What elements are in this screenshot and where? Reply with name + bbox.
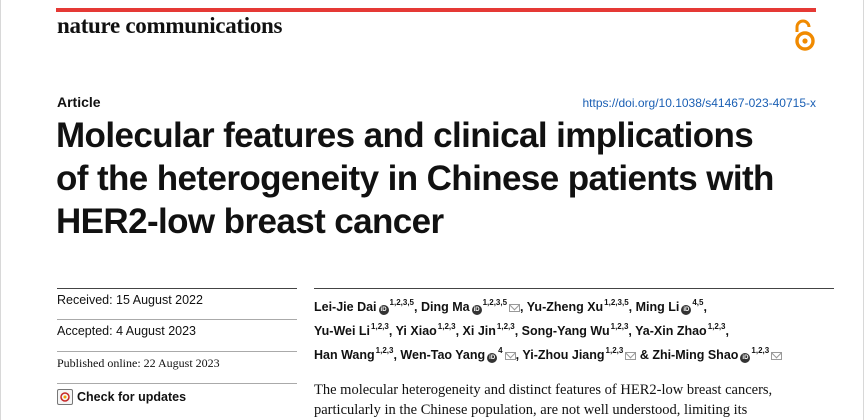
author-name-text: Lei-Jie Dai <box>314 300 377 314</box>
affiliation-superscript: 1,2,3 <box>375 346 394 355</box>
author-name[interactable]: & Zhi-Ming Shao iD1,2,3 <box>639 346 783 363</box>
orcid-icon[interactable]: iD <box>487 353 498 363</box>
article-type-label: Article <box>57 94 101 110</box>
author-name[interactable]: Wen-Tao Yang iD4, <box>400 346 520 363</box>
abstract-line: particularly in the Chinese population, … <box>314 402 748 418</box>
author-name-text: Yi-Zhou Jiang <box>522 348 605 362</box>
affiliation-superscript: 1,2,3 <box>610 322 629 331</box>
author-line: Han Wang1,2,3, Wen-Tao Yang iD4, Yi-Zhou … <box>314 341 834 365</box>
affiliation-superscript: 1,2,3 <box>371 322 389 331</box>
publication-dates: Received: 15 August 2022 Accepted: 4 Aug… <box>57 288 297 405</box>
author-name[interactable]: Lei-Jie Dai iD1,2,3,5, <box>314 298 418 315</box>
journal-accent-bar <box>56 8 816 12</box>
email-icon[interactable] <box>509 304 521 312</box>
affiliation-superscript: 1,2,3 <box>496 322 515 331</box>
author-name-text: Yu-Zheng Xu <box>526 300 604 314</box>
author-line: Yu-Wei Li1,2,3, Yi Xiao1,2,3, Xi Jin1,2,… <box>314 317 834 341</box>
orcid-icon[interactable]: iD <box>681 305 692 315</box>
author-name[interactable]: Yu-Wei Li1,2,3, <box>314 322 393 338</box>
title-line: HER2-low breast cancer <box>56 202 444 241</box>
accepted-date: Accepted: 4 August 2023 <box>57 320 297 352</box>
orcid-icon[interactable]: iD <box>740 353 751 363</box>
author-name-text: Ming Li <box>635 300 680 314</box>
journal-name[interactable]: nature communications <box>57 13 283 38</box>
orcid-icon[interactable]: iD <box>471 305 482 315</box>
author-name-text: Yu-Wei Li <box>314 324 371 338</box>
article-title: Molecular features and clinical implicat… <box>56 114 836 243</box>
author-name-text: Xi Jin <box>462 324 496 338</box>
affiliation-superscript: 1,2,3,5 <box>482 298 508 307</box>
author-name-text: Ding Ma <box>420 300 470 314</box>
affiliation-superscript: 1,2,3,5 <box>389 298 414 307</box>
author-name[interactable]: Ming Li iD4,5, <box>635 298 707 315</box>
email-icon[interactable] <box>504 352 516 360</box>
author-name[interactable]: Yi Xiao1,2,3, <box>395 322 460 338</box>
title-line: Molecular features and clinical implicat… <box>56 116 754 155</box>
author-name-text: Song-Yang Wu <box>521 324 610 338</box>
author-name[interactable]: Xi Jin1,2,3, <box>462 322 519 338</box>
published-date: Published online: 22 August 2023 <box>57 352 297 384</box>
author-name-text: Han Wang <box>314 348 375 362</box>
title-line: of the heterogeneity in Chinese patients… <box>56 159 774 198</box>
email-icon[interactable] <box>625 352 637 360</box>
abstract-line: The molecular heterogeneity and distinct… <box>314 382 773 398</box>
orcid-icon[interactable]: iD <box>378 305 389 315</box>
affiliation-superscript: 4,5 <box>692 298 704 307</box>
affiliation-superscript: 1,2,3 <box>751 346 770 355</box>
author-name-text: Ya-Xin Zhao <box>635 324 707 338</box>
author-name[interactable]: Ya-Xin Zhao1,2,3, <box>635 322 729 338</box>
doi-link[interactable]: https://doi.org/10.1038/s41467-023-40715… <box>582 96 816 110</box>
author-line: Lei-Jie Dai iD1,2,3,5, Ding Ma iD1,2,3,5, … <box>314 293 834 317</box>
check-for-updates-button[interactable]: Check for updates <box>57 384 297 405</box>
author-name-text: & Zhi-Ming Shao <box>639 348 739 362</box>
author-name[interactable]: Ding Ma iD1,2,3,5, <box>420 298 524 315</box>
affiliation-superscript: 4 <box>498 346 503 355</box>
check-for-updates-icon <box>57 389 73 405</box>
author-name-text: Wen-Tao Yang <box>400 348 486 362</box>
affiliation-superscript: 1,2,3 <box>437 322 456 331</box>
author-name[interactable]: Yu-Zheng Xu1,2,3,5, <box>526 298 633 314</box>
email-icon[interactable] <box>771 352 783 360</box>
open-access-icon[interactable] <box>792 18 818 52</box>
check-for-updates-label: Check for updates <box>77 390 187 404</box>
author-list: Lei-Jie Dai iD1,2,3,5, Ding Ma iD1,2,3,5, … <box>314 288 834 365</box>
author-name-text: Yi Xiao <box>395 324 437 338</box>
received-date: Received: 15 August 2022 <box>57 288 297 320</box>
author-name[interactable]: Yi-Zhou Jiang1,2,3 <box>522 346 637 362</box>
affiliation-superscript: 1,2,3 <box>707 322 726 331</box>
page-border-left <box>0 0 1 420</box>
author-name[interactable]: Song-Yang Wu1,2,3, <box>521 322 632 338</box>
author-name[interactable]: Han Wang1,2,3, <box>314 346 397 362</box>
affiliation-superscript: 1,2,3 <box>605 346 624 355</box>
abstract: The molecular heterogeneity and distinct… <box>314 380 834 420</box>
affiliation-superscript: 1,2,3,5 <box>604 298 629 307</box>
